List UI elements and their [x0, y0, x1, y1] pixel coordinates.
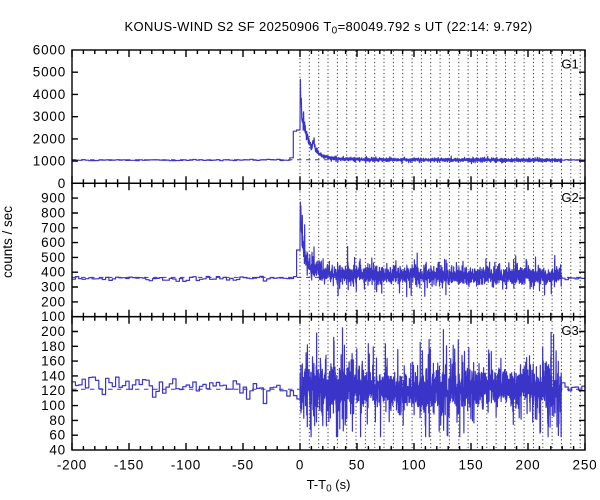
svg-text:200: 200	[41, 294, 66, 309]
svg-text:700: 700	[41, 220, 66, 235]
svg-text:KONUS-WIND S2 SF 20250906 T0=8: KONUS-WIND S2 SF 20250906 T0=80049.792 s…	[124, 19, 532, 37]
svg-text:250: 250	[573, 458, 598, 473]
svg-text:100: 100	[41, 398, 66, 413]
svg-text:3000: 3000	[33, 109, 66, 124]
svg-text:800: 800	[41, 206, 66, 221]
svg-text:0: 0	[58, 176, 66, 191]
svg-text:160: 160	[41, 354, 66, 369]
svg-text:1000: 1000	[33, 154, 66, 169]
svg-text:80: 80	[49, 413, 66, 428]
svg-text:60: 60	[49, 428, 66, 443]
svg-text:100: 100	[402, 458, 427, 473]
svg-text:4000: 4000	[33, 87, 66, 102]
svg-text:400: 400	[41, 265, 66, 280]
svg-text:100: 100	[41, 309, 66, 324]
svg-text:-100: -100	[171, 458, 201, 473]
svg-text:180: 180	[41, 339, 66, 354]
svg-text:200: 200	[41, 324, 66, 339]
svg-text:300: 300	[41, 280, 66, 295]
svg-text:0: 0	[296, 458, 304, 473]
svg-text:counts / sec: counts / sec	[0, 206, 15, 278]
svg-text:-200: -200	[57, 458, 87, 473]
svg-text:-150: -150	[114, 458, 144, 473]
svg-text:150: 150	[459, 458, 484, 473]
svg-text:120: 120	[41, 383, 66, 398]
svg-text:T-T0 (s): T-T0 (s)	[307, 477, 351, 495]
svg-text:G2: G2	[561, 190, 578, 205]
svg-text:40: 40	[49, 443, 66, 458]
svg-text:200: 200	[516, 458, 541, 473]
svg-text:5000: 5000	[33, 65, 66, 80]
svg-text:140: 140	[41, 368, 66, 383]
svg-text:50: 50	[349, 458, 366, 473]
svg-text:G1: G1	[561, 57, 578, 72]
svg-text:6000: 6000	[33, 43, 66, 58]
svg-text:500: 500	[41, 250, 66, 265]
svg-text:600: 600	[41, 235, 66, 250]
svg-text:2000: 2000	[33, 131, 66, 146]
svg-text:900: 900	[41, 191, 66, 206]
svg-text:G3: G3	[561, 323, 578, 338]
svg-text:-50: -50	[232, 458, 254, 473]
